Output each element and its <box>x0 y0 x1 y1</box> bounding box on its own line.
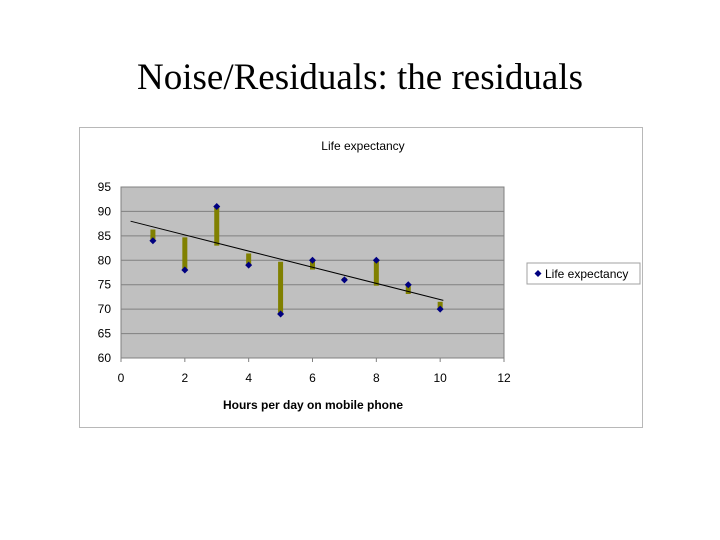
y-tick-label: 90 <box>98 204 112 218</box>
x-axis-label: Hours per day on mobile phone <box>223 398 403 412</box>
legend-label: Life expectancy <box>545 267 628 281</box>
residual-bar <box>246 253 252 266</box>
residual-bar <box>405 284 411 294</box>
y-tick-label: 60 <box>98 351 112 365</box>
data-point <box>245 261 253 269</box>
plot-area <box>120 186 505 359</box>
residual-bar <box>373 260 379 286</box>
chart-container: Life expectancy 60 65 70 75 80 85 90 95 0 2 4 6 8 10… <box>79 127 643 428</box>
y-tick-label: 70 <box>98 302 112 316</box>
residual-bar <box>150 229 156 241</box>
y-tick-label: 80 <box>98 253 112 267</box>
residual-bar <box>182 237 188 271</box>
x-tick-label: 6 <box>309 371 316 385</box>
data-point <box>277 310 285 318</box>
residual-bar <box>278 261 284 315</box>
data-point <box>340 276 348 284</box>
chart-title: Life expectancy <box>321 139 404 153</box>
data-point <box>213 203 221 211</box>
slide-title: Noise/Residuals: the residuals <box>137 57 583 98</box>
y-tick-label: 95 <box>98 180 112 194</box>
data-point <box>404 281 412 289</box>
residual-bar <box>214 206 220 246</box>
y-tick-label: 85 <box>98 229 112 243</box>
residual-bar <box>310 260 315 270</box>
data-points <box>149 203 444 318</box>
y-tick-label: 75 <box>98 278 112 292</box>
x-tick-label: 0 <box>118 371 125 385</box>
legend-marker-icon <box>534 270 542 277</box>
x-tick-label: 4 <box>245 371 252 385</box>
trendline <box>130 220 444 301</box>
x-tick-label: 8 <box>373 371 380 385</box>
data-point <box>372 256 380 264</box>
x-tick-label: 12 <box>497 371 511 385</box>
trendline-group <box>130 220 444 301</box>
residual-bars <box>150 206 443 315</box>
data-point <box>149 237 157 245</box>
x-axis-ticks: 0 2 4 6 8 10 12 <box>118 358 511 385</box>
y-axis-ticks: 60 65 70 75 80 85 90 95 <box>98 180 112 365</box>
data-point <box>436 305 444 313</box>
data-point <box>309 256 316 264</box>
y-tick-label: 65 <box>98 327 112 341</box>
legend-box <box>526 262 641 285</box>
data-point <box>181 266 189 274</box>
x-tick-label: 2 <box>181 371 188 385</box>
life-expectancy-chart: Life expectancy 60 65 70 75 80 85 90 95 0 2 4 6 8 10… <box>98 139 641 412</box>
legend: Life expectancy <box>526 262 641 285</box>
residual-bar <box>437 301 443 310</box>
x-tick-label: 10 <box>433 371 447 385</box>
